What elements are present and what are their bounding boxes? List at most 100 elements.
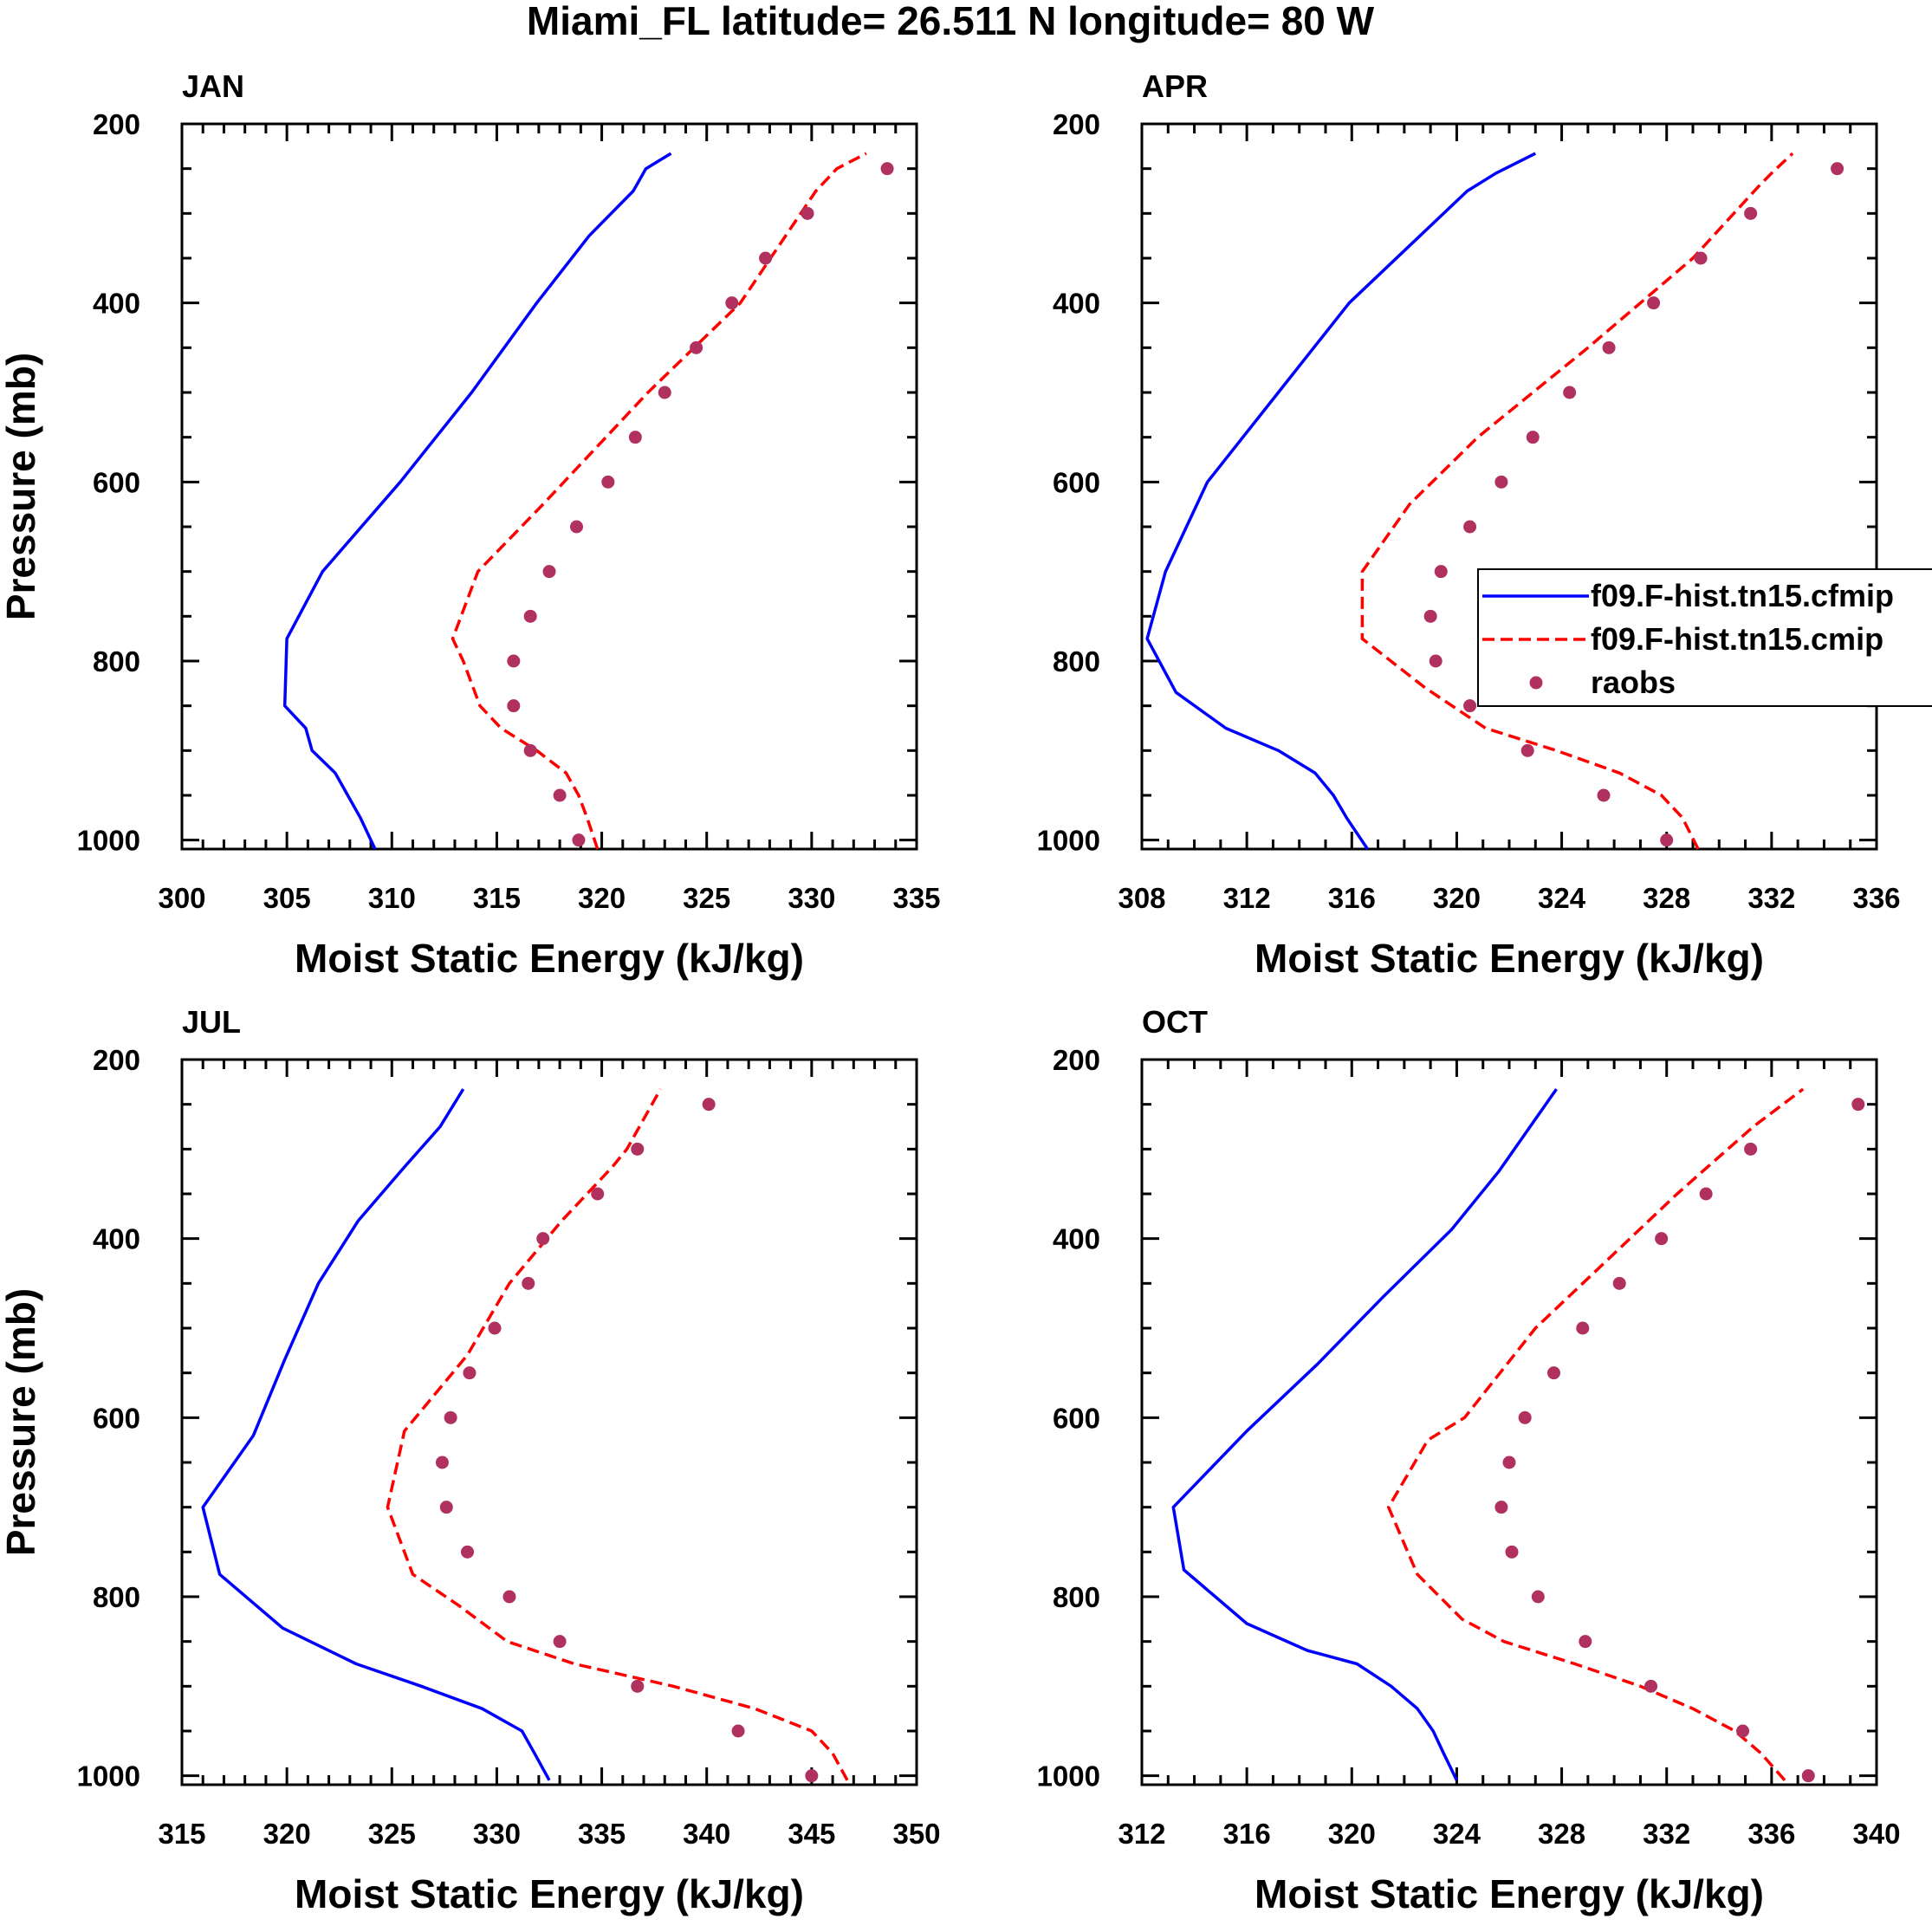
panel-label: JAN (182, 68, 244, 104)
raobs-point (523, 609, 537, 623)
raobs-point (536, 1232, 550, 1246)
y-tick-label: 600 (1053, 1402, 1100, 1434)
x-tick-label: 330 (788, 882, 835, 914)
x-tick-label: 336 (1852, 882, 1900, 914)
raobs-point (1494, 475, 1508, 489)
raobs-point (507, 699, 521, 713)
panel-label: JUL (182, 1004, 241, 1040)
x-tick-label: 325 (368, 1818, 416, 1850)
raobs-point (1644, 1679, 1658, 1693)
raobs-point (507, 654, 521, 668)
cmip-series-line (1386, 1087, 1805, 1781)
raobs-point (1463, 699, 1477, 713)
x-tick-label: 324 (1538, 882, 1586, 914)
y-tick-label: 200 (1053, 1044, 1100, 1076)
raobs-point (461, 1545, 475, 1559)
x-axis-label: Moist Static Energy (kJ/kg) (1255, 936, 1764, 981)
raobs-point (1546, 1366, 1560, 1380)
y-axis-label: Pressure (mb) (0, 353, 43, 620)
y-tick-label: 800 (1053, 645, 1100, 677)
cfmip-series-line (201, 1088, 551, 1781)
x-tick-label: 332 (1747, 882, 1795, 914)
x-tick-label: 335 (892, 882, 940, 914)
raobs-point (631, 1142, 645, 1156)
raobs-point (801, 206, 814, 220)
x-tick-label: 320 (1328, 1818, 1376, 1850)
raobs-point (1563, 386, 1577, 399)
raobs-point (572, 833, 586, 847)
y-axis-label: Pressure (mb) (0, 1288, 43, 1556)
raobs-point (1576, 1321, 1590, 1335)
x-tick-label: 330 (473, 1818, 521, 1850)
x-tick-label: 328 (1643, 882, 1690, 914)
y-tick-label: 1000 (1037, 1760, 1100, 1793)
panel-jan: JAN 300 305 310 315 320 325 330 335 200 400 600 800 1… (0, 68, 941, 981)
raobs-point (1694, 251, 1708, 265)
raobs-point (1429, 654, 1443, 668)
raobs-point (1505, 1545, 1519, 1559)
x-tick-label: 320 (263, 1818, 311, 1850)
raobs-point (553, 1635, 567, 1649)
x-tick-label: 332 (1643, 1818, 1690, 1850)
raobs-point (591, 1187, 605, 1201)
raobs-point (1612, 1276, 1626, 1290)
legend-label-cmip: f09.F-hist.tn15.cmip (1591, 621, 1883, 657)
raobs-point (1494, 1501, 1508, 1514)
cmip-series-line (386, 1088, 849, 1781)
raobs-point (880, 162, 894, 176)
raobs-point (444, 1410, 457, 1424)
raobs-point (1647, 296, 1661, 310)
x-tick-label: 310 (368, 882, 416, 914)
x-tick-label: 325 (683, 882, 730, 914)
x-tick-label: 312 (1223, 882, 1271, 914)
y-tick-label: 200 (1053, 108, 1100, 140)
raobs-point (488, 1321, 502, 1335)
y-tick-label: 800 (93, 1581, 140, 1613)
raobs-point (1597, 788, 1611, 802)
raobs-point (569, 520, 583, 534)
x-tick-label: 340 (683, 1818, 730, 1850)
raobs-point (439, 1501, 453, 1514)
raobs-point (725, 296, 739, 310)
x-tick-label: 316 (1223, 1818, 1271, 1850)
x-tick-label: 308 (1118, 882, 1165, 914)
plot-frame (180, 122, 918, 851)
x-tick-label: 320 (578, 882, 626, 914)
raobs-point (1851, 1098, 1865, 1112)
raobs-point (1531, 1590, 1545, 1604)
y-tick-label: 400 (1053, 1223, 1100, 1255)
y-tick-label: 800 (93, 645, 140, 677)
y-tick-label: 600 (1053, 466, 1100, 498)
y-tick-label: 400 (1053, 288, 1100, 320)
raobs-point (435, 1455, 449, 1469)
raobs-point (1434, 565, 1448, 579)
y-tick-label: 600 (93, 1402, 140, 1434)
raobs-point (702, 1098, 716, 1112)
raobs-point (1423, 609, 1437, 623)
raobs-point (1602, 340, 1616, 354)
panel-label: APR (1142, 68, 1208, 104)
raobs-point (1744, 206, 1758, 220)
cfmip-series-line (1145, 152, 1537, 850)
raobs-point (542, 565, 556, 579)
raobs-point (523, 743, 537, 757)
raobs-point (601, 475, 615, 489)
x-tick-label: 300 (158, 882, 205, 914)
y-tick-label: 600 (93, 466, 140, 498)
raobs-point (631, 1679, 645, 1693)
raobs-point (1502, 1455, 1516, 1469)
x-axis-label: Moist Static Energy (kJ/kg) (295, 1871, 804, 1916)
plot-frame (180, 1058, 918, 1786)
y-tick-label: 1000 (77, 825, 140, 857)
raobs-point (805, 1769, 819, 1783)
raobs-point (1660, 833, 1674, 847)
raobs-point (759, 251, 773, 265)
raobs-point (1526, 431, 1540, 444)
panel-label: OCT (1142, 1004, 1208, 1040)
x-tick-label: 315 (473, 882, 521, 914)
raobs-point (628, 431, 642, 444)
y-tick-label: 200 (93, 108, 140, 140)
x-tick-label: 315 (158, 1818, 205, 1850)
raobs-point (1831, 162, 1844, 176)
